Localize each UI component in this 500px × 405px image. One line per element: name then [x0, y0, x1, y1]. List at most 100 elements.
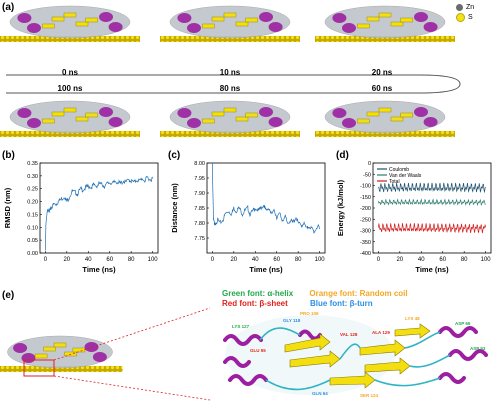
panel-a-label: (a): [2, 2, 15, 13]
sheet-region: [53, 342, 67, 348]
sheet-region: [366, 16, 380, 22]
sheet-region: [235, 21, 249, 27]
sheet-region: [72, 347, 86, 353]
legend-helix: Green font: α-helix: [222, 289, 294, 298]
sheet-region: [400, 112, 413, 118]
x-tick-label: 40: [252, 257, 259, 263]
svg-text:PRO 106: PRO 106: [300, 311, 319, 316]
zoom-line-top: [53, 307, 211, 361]
y-tick-label: -350: [360, 240, 371, 246]
y-tick-label: 0.10: [27, 225, 38, 231]
sheet-region: [51, 16, 65, 22]
helix-region: [268, 117, 283, 127]
sheet-region: [245, 112, 258, 118]
sheet-region: [51, 111, 65, 117]
x-tick-label: 20: [230, 257, 237, 263]
helix-region: [177, 13, 192, 23]
sheet-region: [202, 118, 215, 124]
helix-region: [17, 108, 32, 118]
svg-text:LYS 48: LYS 48: [405, 316, 420, 321]
zns-substrate: [0, 366, 123, 372]
s-atom-icon: [456, 13, 465, 22]
zns-substrate: [0, 36, 140, 42]
helix-region: [414, 12, 428, 22]
y-tick-label: -400: [360, 251, 371, 257]
svg-text:ASP 65: ASP 65: [455, 321, 471, 326]
helix-region: [177, 108, 192, 118]
legend-label: Coulomb: [389, 167, 409, 173]
sheet-region: [75, 116, 89, 122]
helix-region: [27, 23, 41, 33]
y-axis-label: RMSD (nm): [3, 187, 12, 228]
y-tick-label: -100: [360, 184, 371, 190]
zns-substrate: [315, 131, 455, 137]
zns-substrate: [0, 131, 140, 137]
helix-region: [259, 107, 273, 117]
sheet-region: [211, 111, 225, 117]
sheet-region: [235, 116, 249, 122]
x-tick-label: 60: [106, 257, 113, 263]
protein-snapshot: [315, 100, 455, 137]
y-tick-label: 0: [368, 161, 371, 167]
protein-snapshot: [0, 335, 123, 372]
y-tick-label: 0.05: [27, 238, 38, 244]
helix-region: [187, 118, 201, 128]
sheet-region: [42, 118, 55, 124]
legend-label: Van der Waals: [389, 173, 422, 179]
rmsd-chart: 0 20 40 60 80 100 0.00 0.05 0.10 0.15 0.20 0.25 0.30…: [3, 161, 159, 274]
time-label-10ns: 10 ns: [219, 68, 241, 77]
panel-a-legend: Zn S: [456, 4, 474, 22]
helix-region: [268, 22, 283, 32]
y-tick-label: 7.75: [194, 236, 205, 242]
svg-text:VAL 128: VAL 128: [340, 332, 358, 337]
helix-region: [332, 108, 347, 118]
sheet-region: [202, 23, 215, 29]
y-tick-label: 7.95: [194, 176, 205, 182]
sheet-region: [211, 16, 225, 22]
protein-snapshot: [315, 5, 455, 42]
protein-snapshot: [160, 100, 300, 137]
y-tick-label: 0.35: [27, 161, 38, 167]
x-tick-label: 60: [273, 257, 280, 263]
sheet-region: [366, 111, 380, 117]
helix-region: [423, 117, 438, 127]
energy-chart: 0 20 40 60 80 100 -400 -350 -300 -250 -200 -150 -100…: [336, 161, 492, 274]
zns-substrate: [160, 131, 300, 137]
svg-text:GLU 55: GLU 55: [250, 348, 266, 353]
sheet-region: [64, 351, 77, 357]
sheet-region: [63, 12, 77, 18]
time-label-60ns: 60 ns: [371, 84, 393, 93]
y-axis-label: Energy (kJ/mol): [336, 179, 345, 236]
x-tick-label: 80: [461, 257, 468, 263]
sheet-region: [223, 107, 237, 113]
helix-region: [99, 12, 113, 22]
y-tick-label: -300: [360, 229, 371, 235]
svg-text:SER 124: SER 124: [360, 393, 379, 398]
x-axis-label: Time (ns): [415, 265, 449, 274]
protein-snapshot: [160, 5, 300, 42]
legend-zn: Zn: [456, 4, 474, 11]
x-tick-label: 40: [418, 257, 425, 263]
x-tick-label: 0: [44, 257, 48, 263]
zoom-box: [23, 359, 55, 377]
panel-e-figure: LYS 127 GLU 55 GLY 118 PRO 106 VAL 128 A…: [0, 307, 488, 401]
legend-s-label: S: [468, 14, 473, 21]
sheet-region: [390, 21, 404, 27]
x-tick-label: 80: [128, 257, 135, 263]
y-axis-label: Distance (nm): [170, 183, 179, 233]
series-line-0: [45, 175, 153, 251]
legend-sheet: Red font: β-sheet: [222, 299, 288, 308]
sheet-region: [390, 116, 404, 122]
distance-chart: 0 20 40 60 80 100 7.75 7.80 7.85 7.90 7.95 8.00 Time…: [170, 161, 326, 274]
x-tick-label: 0: [377, 257, 381, 263]
x-tick-label: 60: [439, 257, 446, 263]
helix-region: [414, 107, 428, 117]
protein-ribbon-detail: LYS 127 GLU 55 GLY 118 PRO 106 VAL 128 A…: [223, 311, 488, 398]
y-tick-label: 0.20: [27, 200, 38, 206]
y-tick-label: 0.15: [27, 212, 38, 218]
helix-region: [17, 13, 32, 23]
helix-region: [259, 12, 273, 22]
svg-text:ALA 129: ALA 129: [372, 330, 390, 335]
helix-region: [99, 107, 113, 117]
x-axis-label: Time (ns): [249, 265, 283, 274]
